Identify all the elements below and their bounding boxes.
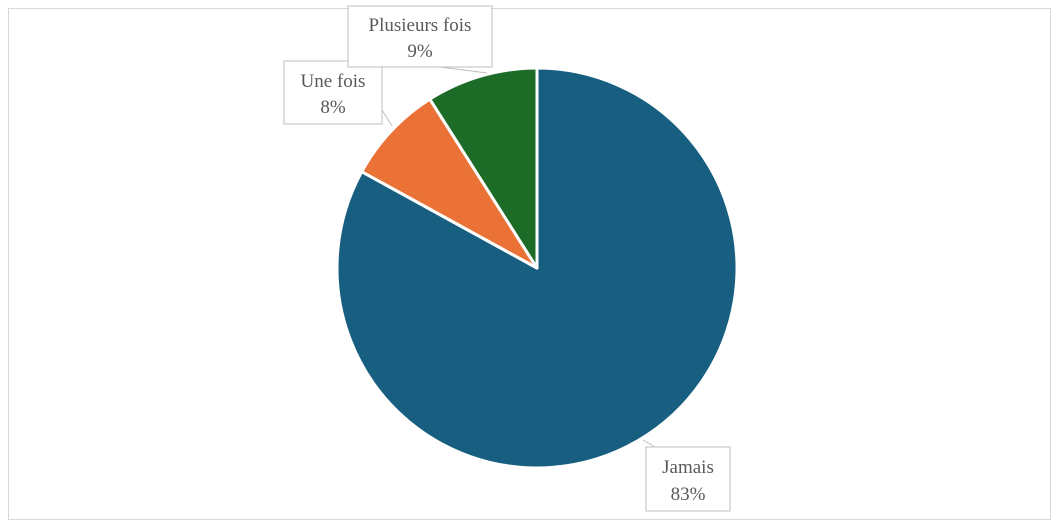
label-box-une-fois [283, 60, 383, 125]
leader-line-une-fois [381, 97, 393, 127]
label-name-plusieurs-fois: Plusieurs fois [369, 15, 472, 36]
label-box-plusieurs-fois [347, 5, 493, 68]
label-name-jamais: Jamais [662, 457, 714, 478]
data-label-plusieurs-fois: Plusieurs fois 9% [347, 5, 493, 74]
label-value-jamais: 83% [671, 484, 706, 505]
pie-slices [335, 66, 739, 470]
data-label-une-fois: Une fois 8% [283, 60, 393, 127]
label-value-plusieurs-fois: 9% [407, 41, 433, 62]
leader-line-jamais [642, 439, 656, 448]
label-box-jamais [645, 446, 731, 512]
label-value-une-fois: 8% [320, 97, 346, 118]
label-name-une-fois: Une fois [301, 71, 366, 92]
data-label-jamais: Jamais 83% [642, 439, 731, 512]
pie-slice-plusieurs-fois [428, 66, 539, 270]
pie-slice-une-fois [360, 97, 539, 270]
leader-line-plusieurs-fois [439, 66, 488, 74]
